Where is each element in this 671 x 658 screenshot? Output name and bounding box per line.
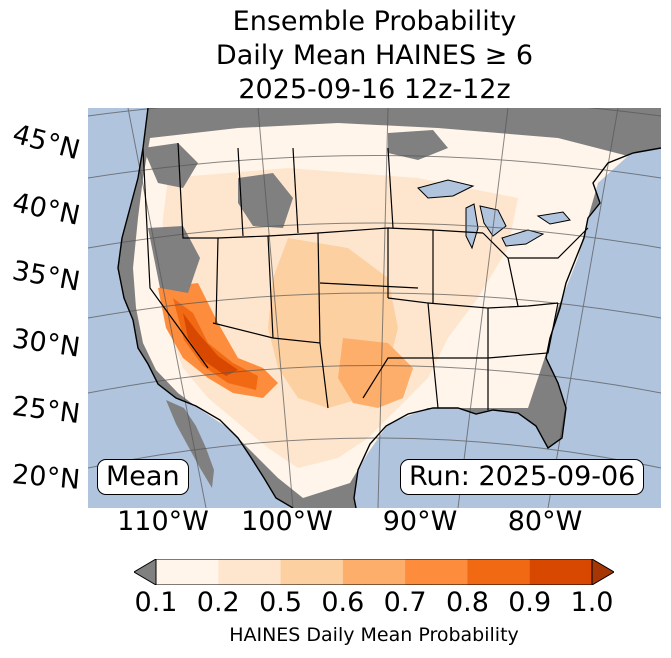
lat-label-20: 20°N	[10, 459, 82, 496]
gray-patch-north	[388, 130, 448, 160]
colorbar-under-arrow	[134, 559, 157, 585]
colorbar-tick-label: 0.1	[134, 587, 178, 618]
prob-region-0.6	[338, 338, 413, 408]
title-line-3: 2025-09-16 12z-12z	[238, 74, 511, 105]
graticule	[88, 108, 661, 508]
gray-patch-northwest	[143, 143, 198, 188]
colorbar-label: HAINES Daily Mean Probability	[229, 624, 519, 646]
colorbar-tick-label: 0.7	[383, 587, 427, 618]
colorbar-bin-3	[342, 559, 406, 585]
colorbar-bin-5	[467, 559, 531, 585]
title-line-2: Daily Mean HAINES ≥ 6	[215, 40, 534, 71]
lon-label-100: 100°W	[241, 506, 333, 537]
mean-box: Mean	[97, 459, 189, 495]
title-line-1: Ensemble Probability	[232, 6, 517, 37]
lat-label-45: 45°N	[9, 118, 84, 167]
lat-label-25: 25°N	[10, 390, 82, 431]
lon-label-110: 110°W	[117, 506, 209, 537]
colorbar-bins	[156, 559, 593, 585]
run-date-box: Run: 2025-09-06	[400, 459, 645, 495]
colorbar-bin-0	[156, 559, 219, 585]
prob-region-0.8	[173, 298, 258, 390]
state-borders	[142, 142, 589, 410]
probability-map	[88, 108, 661, 508]
lon-label-80: 80°W	[507, 506, 583, 537]
baja-peninsula	[166, 400, 214, 488]
colorbar-frame	[155, 559, 593, 585]
colorbar-bin-1	[218, 559, 282, 585]
gray-patch-rockies	[238, 173, 293, 228]
colorbar-tick-label: 1.0	[570, 587, 614, 618]
coastline	[117, 108, 661, 508]
colorbar-tick-label: 0.8	[445, 587, 489, 618]
colorbar-bin-6	[529, 559, 593, 585]
colorbar-tick-label: 0.5	[259, 587, 303, 618]
great-lakes	[417, 179, 571, 250]
lon-label-90: 90°W	[382, 506, 458, 537]
colorbar-bin-4	[405, 559, 468, 585]
colorbar-tick-label: 0.6	[321, 587, 365, 618]
colorbar-over-arrow	[591, 559, 614, 585]
lat-label-35: 35°N	[9, 255, 83, 298]
colorbar-bin-2	[280, 559, 344, 585]
colorbar	[134, 559, 614, 585]
lat-label-30: 30°N	[10, 323, 82, 364]
lat-label-40: 40°N	[9, 187, 83, 232]
prob-region-0.9	[183, 313, 238, 376]
colorbar-tick-label: 0.9	[508, 587, 552, 618]
colorbar-tick-label: 0.2	[196, 587, 240, 618]
